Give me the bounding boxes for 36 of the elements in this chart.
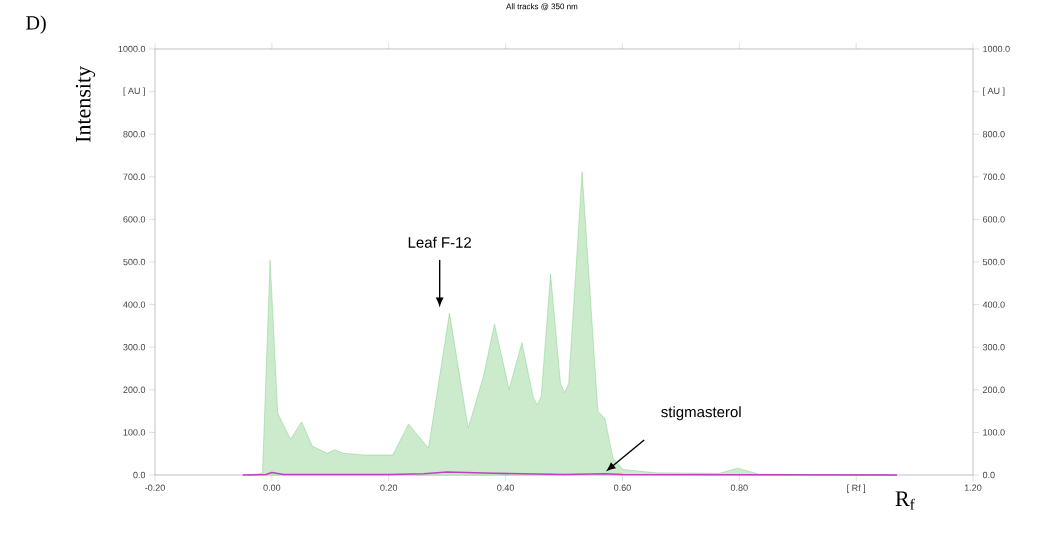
y2-tick-label: 500.0 <box>982 258 1005 266</box>
x-tick-label: 0.20 <box>380 484 398 491</box>
x-tick-label: 1.20 <box>964 484 982 491</box>
annotation: Leaf F-12 <box>408 236 472 248</box>
y-tick-label: 0.0 <box>133 471 146 479</box>
x-axis-title: R$_{f}$ <box>895 491 915 510</box>
y-tick-label: [ AU ] <box>123 87 145 96</box>
annotation: stigmasterol <box>661 406 741 421</box>
x-tick-label: 0.60 <box>614 484 631 491</box>
x-tick-label: 0.00 <box>263 484 281 491</box>
y2-tick-label: 0.0 <box>982 471 995 479</box>
y2-tick-label: 200.0 <box>983 386 1005 393</box>
y-tick-label: 300.0 <box>123 344 146 351</box>
y2-tick-label: 400.0 <box>982 301 1005 308</box>
y-tick-label: 400.0 <box>123 301 146 308</box>
text: D) <box>26 15 46 34</box>
y-axis-title: Intensity <box>75 65 96 143</box>
y2-tick-label: [ AU ] <box>983 87 1005 96</box>
y-tick-label: 200.0 <box>123 386 146 393</box>
y-tick-label: 800.0 <box>123 131 146 138</box>
y-tick-label: 600.0 <box>123 216 146 223</box>
x-tick-label: 0.80 <box>730 484 748 491</box>
y2-tick-label: 300.0 <box>982 344 1005 351</box>
y2-tick-label: 700.0 <box>983 173 1005 180</box>
y2-tick-label: 800.0 <box>982 131 1005 138</box>
y2-tick-label: 100.0 <box>983 429 1005 436</box>
x-tick-label: [ Rf ] <box>847 484 866 493</box>
chart-title: All tracks @ 350 nm <box>506 3 578 11</box>
y2-tick-label: 1000.0 <box>983 45 1010 53</box>
y2-tick-label: 600.0 <box>983 216 1005 223</box>
y-tick-label: 1000.0 <box>118 45 146 53</box>
y-tick-label: 500.0 <box>123 258 146 266</box>
y-tick-label: 100.0 <box>123 429 146 436</box>
x-tick-label: -0.20 <box>145 484 165 491</box>
y-tick-label: 700.0 <box>123 173 146 180</box>
x-tick-label: 0.40 <box>497 484 514 491</box>
